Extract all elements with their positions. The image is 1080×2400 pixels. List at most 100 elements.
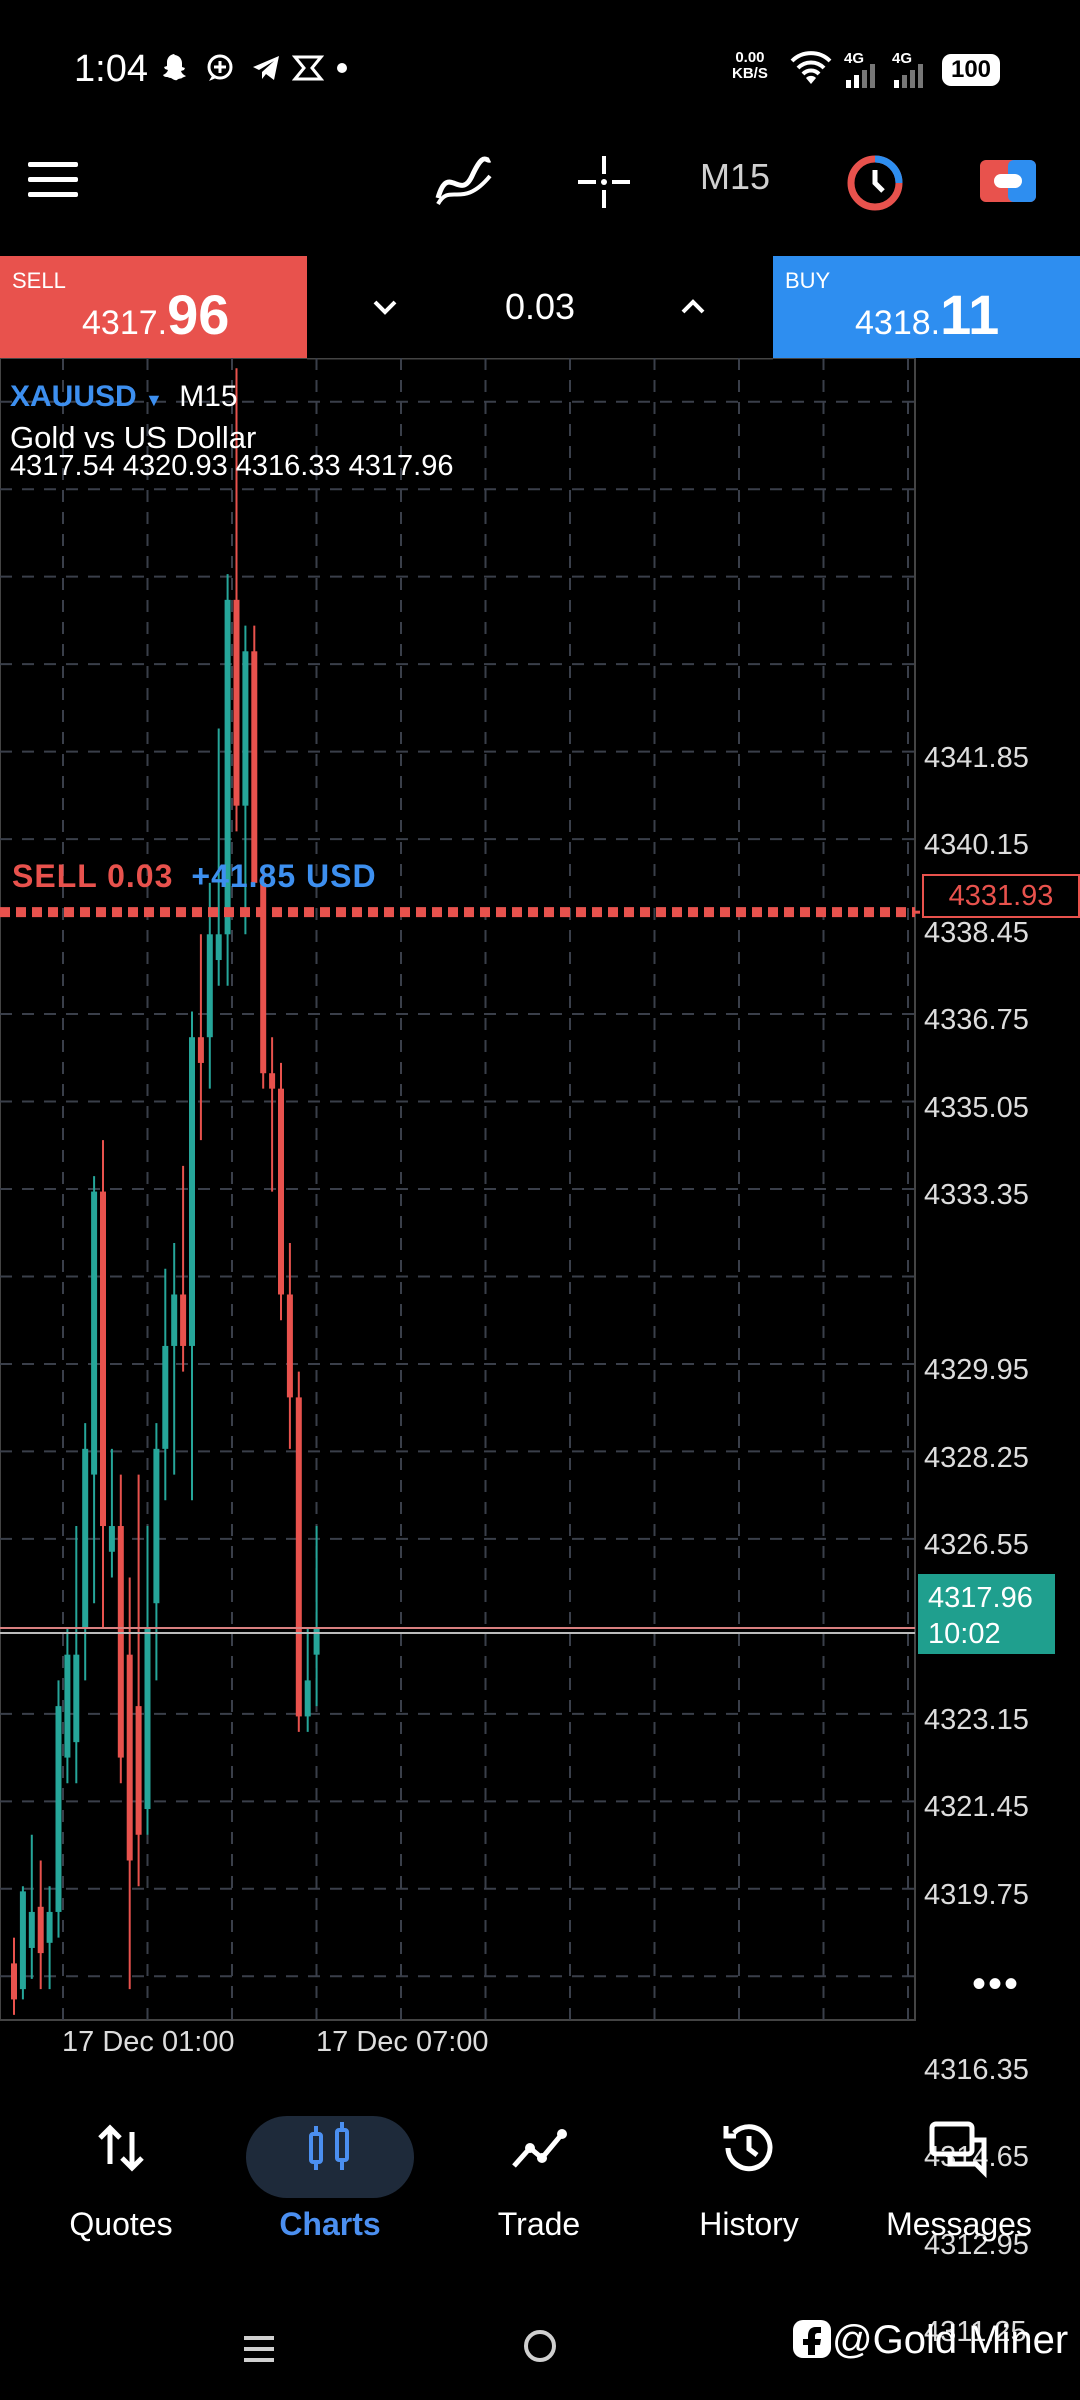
- candle-body: [153, 1448, 160, 1604]
- trade-toggle-icon[interactable]: [980, 160, 1036, 202]
- price-chart[interactable]: 4341.85 4340.15 4338.45 4336.75 4335.05 4333.…: [0, 358, 1080, 2348]
- candle-body: [251, 651, 258, 883]
- candle-body: [278, 1088, 284, 1295]
- history-icon: [723, 2124, 773, 2172]
- hamburger-menu-icon[interactable]: [28, 162, 78, 202]
- chat-bubble-icon: [207, 54, 233, 81]
- quotes-icon: [98, 2124, 144, 2172]
- current-price-tag: 4317.96 10:02: [918, 1574, 1055, 1654]
- price-axis-tick: 4338.45: [924, 916, 1029, 949]
- candle-body: [144, 1628, 151, 1810]
- sell-button[interactable]: SELL 4317.96: [0, 256, 307, 358]
- tab-trade[interactable]: Trade: [434, 2090, 644, 2260]
- candle-body: [91, 1191, 98, 1475]
- candle-body: [64, 1654, 71, 1758]
- candle-body: [100, 1191, 106, 1527]
- crosshair-icon[interactable]: [574, 152, 634, 212]
- messages-icon: [929, 2121, 987, 2178]
- volume-value[interactable]: 0.03: [504, 286, 576, 327]
- candle-body: [197, 1037, 204, 1063]
- candle-body: [189, 1037, 195, 1346]
- tab-charts[interactable]: Charts: [225, 2090, 435, 2260]
- tab-history[interactable]: History: [644, 2090, 854, 2260]
- candle-body: [55, 1706, 62, 1912]
- candle-body: [82, 1448, 89, 1629]
- telegram-icon: [253, 56, 279, 80]
- triangle-down-icon[interactable]: ▼: [145, 390, 163, 410]
- price-axis-tick: 4336.75: [924, 1004, 1029, 1037]
- bottom-navigation: Quotes Charts Trade History Messages: [0, 2090, 1080, 2260]
- buy-price: 4318.11: [855, 283, 1000, 346]
- candle-body: [19, 1891, 26, 1990]
- price-axis-tick: 4340.15: [924, 829, 1029, 862]
- candle-body: [304, 1680, 311, 1717]
- tab-label: Charts: [279, 2206, 381, 2242]
- tab-label: Messages: [886, 2206, 1032, 2242]
- app-notification-icon: [292, 55, 324, 81]
- notification-dot-icon: [337, 63, 347, 73]
- snapchat-icon: [163, 54, 186, 81]
- more-options-icon[interactable]: •••: [972, 1962, 1021, 2006]
- symbol-timeframe: M15: [179, 380, 238, 413]
- price-axis-tick: 4341.85: [924, 741, 1029, 774]
- volume-decrease-icon[interactable]: [369, 292, 401, 322]
- candle-body: [108, 1526, 115, 1552]
- time-axis-label: 17 Dec 01:00: [62, 2026, 235, 2058]
- trade-icon: [512, 2129, 567, 2168]
- timeframe-button[interactable]: M15: [700, 156, 771, 197]
- candle-body: [215, 934, 222, 961]
- volume-increase-icon[interactable]: [677, 292, 709, 322]
- candle-body: [206, 934, 213, 1038]
- candle-body: [269, 1073, 276, 1089]
- sim1-network-type: 4G: [844, 50, 865, 67]
- candle-body: [286, 1294, 293, 1398]
- tab-quotes[interactable]: Quotes: [16, 2090, 226, 2260]
- price-axis-tick: 4311.25: [924, 2316, 1027, 2349]
- order-price-tag: 4331.93: [922, 874, 1080, 918]
- candle-body: [180, 1294, 187, 1346]
- signal-sim1-icon: [846, 64, 875, 88]
- sell-label: SELL: [12, 268, 66, 293]
- candle-body: [313, 1628, 320, 1655]
- candle-body: [117, 1526, 124, 1758]
- ohlc-values: 4317.54 4320.93 4316.33 4317.96: [10, 450, 454, 482]
- tab-messages[interactable]: Messages: [854, 2090, 1064, 2260]
- price-axis-tick: 4323.15: [924, 1703, 1029, 1736]
- order-line-label[interactable]: SELL 0.03 +41.85 USD: [12, 858, 377, 894]
- buy-label: BUY: [785, 268, 831, 293]
- buy-button[interactable]: BUY 4318.11: [773, 256, 1080, 358]
- chart-canvas[interactable]: [0, 358, 1080, 2038]
- sim2-network-type: 4G: [892, 50, 913, 67]
- symbol-header[interactable]: XAUUSD ▼ M15: [10, 380, 238, 414]
- candle-body: [11, 1963, 17, 2000]
- candle-body: [37, 1906, 44, 1954]
- tab-label: History: [699, 2206, 799, 2242]
- time-axis-label: 17 Dec 07:00: [316, 2026, 489, 2058]
- price-axis-tick: 4312.95: [924, 2228, 1029, 2261]
- active-tab-indicator: [246, 2116, 414, 2198]
- home-icon[interactable]: [524, 2330, 556, 2362]
- symbol-name[interactable]: XAUUSD: [10, 380, 137, 413]
- order-profit: +41.85 USD: [191, 858, 377, 894]
- candle-body: [135, 1706, 142, 1835]
- sell-price: 4317.96: [82, 283, 230, 346]
- candle-body: [171, 1294, 178, 1346]
- volume-control: 0.03: [307, 256, 773, 360]
- battery-indicator: 100: [942, 54, 1000, 86]
- recent-apps-icon[interactable]: [242, 2332, 276, 2366]
- candle-body: [46, 1911, 53, 1943]
- one-click-trading-icon[interactable]: [846, 154, 904, 212]
- app-logo-icon: [793, 2320, 831, 2358]
- price-axis-tick: 4335.05: [924, 1091, 1029, 1124]
- candle-body: [295, 1397, 302, 1717]
- wifi-icon: [790, 51, 832, 84]
- indicators-icon[interactable]: [432, 152, 496, 212]
- symbol-description: Gold vs US Dollar: [10, 420, 257, 455]
- watermark: @Gold Miner: [792, 2318, 1068, 2363]
- price-axis-tick: 4319.75: [924, 1878, 1029, 1911]
- tab-label: Quotes: [69, 2206, 173, 2242]
- candle-body: [28, 1911, 35, 1948]
- network-speed: 0.00 KB/S: [732, 49, 768, 82]
- candle-body: [233, 599, 240, 806]
- candle-body: [224, 599, 231, 935]
